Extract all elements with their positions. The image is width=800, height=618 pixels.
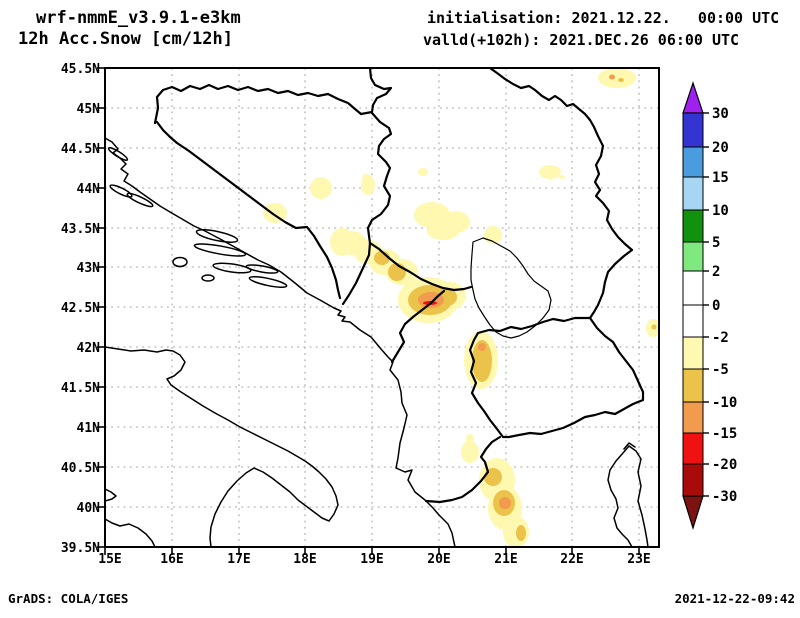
lat-label: 41N <box>77 421 101 436</box>
lon-label: 18E <box>293 552 316 567</box>
coastlines <box>105 137 649 547</box>
lat-label: 40.5N <box>61 461 100 476</box>
lon-label: 22E <box>560 552 583 567</box>
lon-label: 20E <box>427 552 450 567</box>
colorbar-level: 2 <box>712 264 720 280</box>
lat-label: 42N <box>77 341 101 356</box>
colorbar-level: 15 <box>712 170 729 186</box>
country-borders <box>153 68 645 504</box>
colorbar-level: 10 <box>712 203 729 219</box>
lat-label: 41.5N <box>61 381 100 396</box>
lat-label: 45.5N <box>61 62 100 77</box>
lat-label: 44N <box>77 182 101 197</box>
lat-label: 42.5N <box>61 301 100 316</box>
colorbar-ticks <box>703 112 709 497</box>
map-frame <box>104 67 660 548</box>
colorbar-level: -30 <box>712 489 737 505</box>
lat-label: 43.5N <box>61 222 100 237</box>
kosovo-border <box>470 237 552 339</box>
valid-time-label: valld(+102h): 2021.DEC.26 06:00 UTC <box>423 31 739 49</box>
colorbar-level: -20 <box>712 457 737 473</box>
adriatic-islands <box>107 147 288 288</box>
colorbar-level: 20 <box>712 140 729 156</box>
lat-label: 39.5N <box>61 541 100 556</box>
lon-label: 17E <box>227 552 250 567</box>
colorbar: 30 20 15 10 5 2 0 -2 -5 -10 -15 -20 -30 <box>682 81 737 531</box>
colorbar-segments <box>682 112 704 497</box>
graticule-grid <box>105 68 659 547</box>
lon-label: 19E <box>360 552 383 567</box>
colorbar-labels: 30 20 15 10 5 2 0 -2 -5 -10 -15 -20 -30 <box>712 106 737 505</box>
lat-label: 40N <box>77 501 101 516</box>
axis-ticks <box>97 67 640 555</box>
lon-label: 21E <box>494 552 517 567</box>
colorbar-level: -10 <box>712 395 737 411</box>
colorbar-level: 30 <box>712 106 729 122</box>
colorbar-arrow-bottom <box>682 495 704 531</box>
init-time-label: initialisation: 2021.12.22. 00:00 UTC <box>427 9 779 27</box>
colorbar-level: 5 <box>712 235 720 251</box>
colorbar-level: -15 <box>712 426 737 442</box>
colorbar-level: -2 <box>712 330 729 346</box>
model-title: wrf-nmmE_v3.9.1-e3km <box>36 8 241 28</box>
creation-timestamp: 2021-12-22-09:42 <box>675 591 795 606</box>
lon-label: 15E <box>98 552 121 567</box>
colorbar-level: 0 <box>712 298 720 314</box>
colorbar-arrow-top <box>682 81 704 114</box>
lat-axis-labels: 45.5N 45N 44.5N 44N 43.5N 43N 42.5N 42N … <box>61 62 100 556</box>
lon-label: 23E <box>627 552 650 567</box>
lat-label: 43N <box>77 261 101 276</box>
product-title: 12h Acc.Snow [cm/12h] <box>18 29 233 49</box>
lat-label: 44.5N <box>61 142 100 157</box>
lat-label: 45N <box>77 102 101 117</box>
colorbar-level: -5 <box>712 362 729 378</box>
lon-axis-labels: 15E 16E 17E 18E 19E 20E 21E 22E 23E <box>98 552 650 567</box>
grads-credit: GrADS: COLA/IGES <box>8 591 128 606</box>
lon-label: 16E <box>160 552 183 567</box>
